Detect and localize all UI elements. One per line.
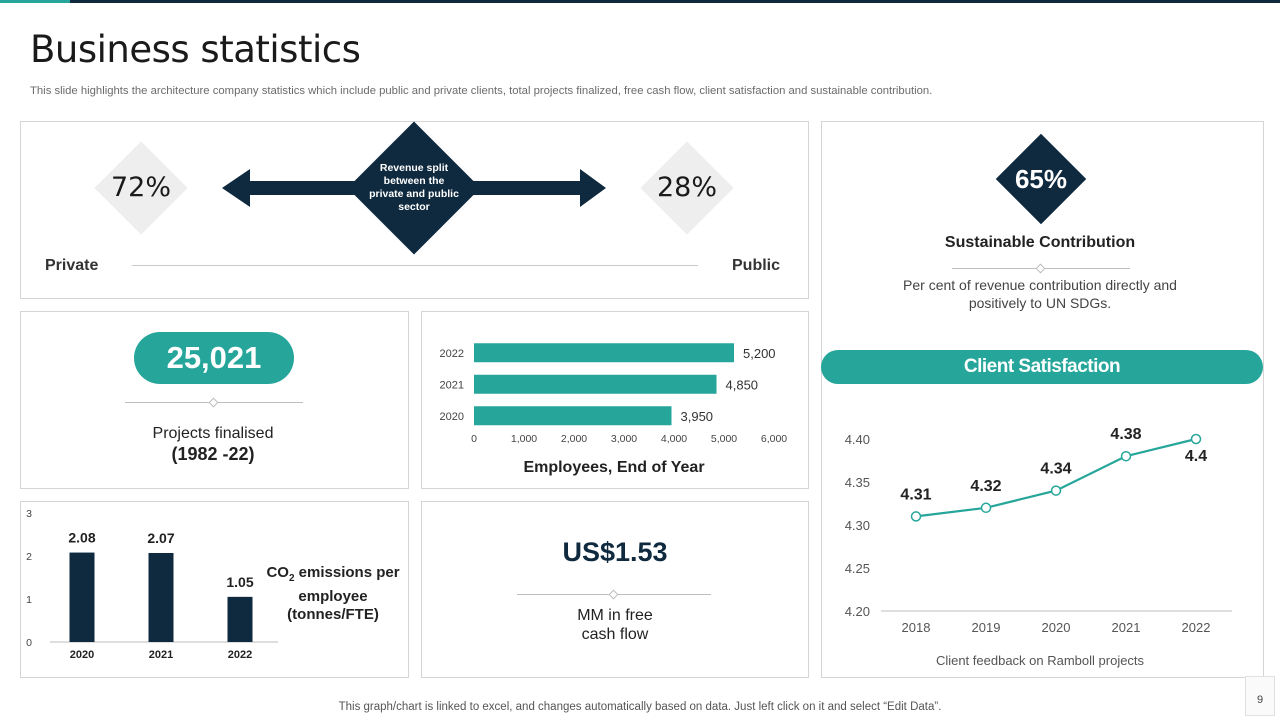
cashflow-panel xyxy=(421,501,809,678)
private-public-line xyxy=(132,265,698,266)
employees-x-tick: 3,000 xyxy=(611,433,637,445)
co2-label: CO2 emissions per employee (tonnes/FTE) xyxy=(262,564,404,624)
client-y-tick: 4.35 xyxy=(845,475,870,490)
client-value-label: 4.4 xyxy=(1185,448,1207,465)
projects-label: Projects finalised xyxy=(152,425,274,442)
co2-label-sub: 2 xyxy=(288,573,295,584)
employees-value-label: 3,950 xyxy=(681,409,714,424)
client-value-label: 4.34 xyxy=(1040,461,1071,478)
client-x-tick: 2020 xyxy=(1042,620,1071,635)
client-satisfaction-header: Client Satisfaction xyxy=(821,350,1263,384)
client-value-label: 4.32 xyxy=(970,478,1001,495)
projects-value-pill: 25,021 xyxy=(134,332,294,384)
client-y-tick: 4.20 xyxy=(845,604,870,619)
employees-x-tick: 5,000 xyxy=(711,433,737,445)
corner-icon xyxy=(1245,676,1275,716)
client-data-point xyxy=(1120,450,1132,462)
employees-value-label: 5,200 xyxy=(743,346,776,361)
co2-label-line-3: (tonnes/FTE) xyxy=(287,606,379,623)
employees-x-tick: 1,000 xyxy=(511,433,537,445)
client-x-tick: 2022 xyxy=(1182,620,1211,635)
employees-x-tick: 4,000 xyxy=(661,433,687,445)
co2-bar xyxy=(148,552,174,642)
client-value-label: 4.38 xyxy=(1110,426,1141,443)
co2-y-tick: 3 xyxy=(26,508,32,520)
employees-category-label: 2020 xyxy=(440,411,464,423)
page-number: 9 xyxy=(1256,694,1264,706)
cashflow-value: US$1.53 xyxy=(562,537,668,567)
client-axis-title: Client feedback on Ramboll projects xyxy=(936,653,1145,668)
client-y-tick: 4.30 xyxy=(845,518,870,533)
client-x-tick: 2018 xyxy=(902,620,931,635)
co2-label-line-2: employee xyxy=(298,588,368,605)
public-percent: 28% xyxy=(656,172,717,203)
client-data-point xyxy=(1050,485,1062,496)
co2-chart: 0 1 2 3 2.08 2020 2.07 2021 1.05 2022 xyxy=(26,508,278,661)
sustainable-description: Per cent of revenue contribution directl… xyxy=(870,276,1210,312)
employees-axis-title: Employees, End of Year xyxy=(523,459,704,476)
caption-line-1: Revenue split xyxy=(379,162,449,174)
co2-bar xyxy=(69,552,95,642)
footer-note: This graph/chart is linked to excel, and… xyxy=(338,701,942,713)
page-subtitle: This slide highlights the architecture c… xyxy=(30,85,933,97)
employees-bar xyxy=(474,406,672,426)
page-title: Business statistics xyxy=(30,28,361,71)
caption-line-4: sector xyxy=(398,201,430,213)
co2-y-tick: 2 xyxy=(26,551,32,563)
co2-label-rest: emissions per xyxy=(294,564,400,581)
client-y-tick: 4.25 xyxy=(845,561,870,576)
co2-label-line-1: CO2 emissions per xyxy=(262,564,404,588)
employees-bar xyxy=(474,343,734,363)
private-label: Private xyxy=(45,257,99,274)
caption-line-2: between the xyxy=(383,175,445,187)
client-value-label: 4.31 xyxy=(900,486,931,503)
employees-category-label: 2021 xyxy=(440,379,464,391)
sustainable-desc-line-2: positively to UN SDGs. xyxy=(968,295,1112,311)
private-percent: 72% xyxy=(110,172,171,203)
co2-category-label: 2021 xyxy=(149,649,173,661)
employees-category-label: 2022 xyxy=(440,348,464,360)
client-x-tick: 2019 xyxy=(972,620,1001,635)
cashflow-label-line-2: cash flow xyxy=(581,626,649,643)
employees-panel xyxy=(421,311,809,489)
employees-bar xyxy=(474,374,717,394)
caption-line-3: private and public xyxy=(369,188,459,200)
employees-value-label: 4,850 xyxy=(726,377,759,392)
co2-category-label: 2022 xyxy=(228,649,252,661)
public-label: Public xyxy=(732,257,781,274)
co2-bar xyxy=(227,596,253,642)
employees-x-tick: 6,000 xyxy=(761,433,787,445)
co2-y-tick: 0 xyxy=(26,637,32,649)
co2-value-label: 2.07 xyxy=(147,530,174,546)
employees-x-tick: 2,000 xyxy=(561,433,587,445)
projects-period: (1982 -22) xyxy=(171,444,255,464)
co2-y-tick: 1 xyxy=(26,594,32,606)
co2-category-label: 2020 xyxy=(70,649,94,661)
top-border-accent xyxy=(0,0,70,3)
co2-label-co: CO xyxy=(266,564,289,581)
employees-x-tick: 0 xyxy=(471,433,477,445)
client-data-point xyxy=(1190,433,1202,445)
co2-value-label: 1.05 xyxy=(226,574,253,590)
sustainable-desc-line-1: Per cent of revenue contribution directl… xyxy=(903,277,1177,293)
sustainable-title: Sustainable Contribution xyxy=(944,234,1136,251)
client-data-point xyxy=(910,511,922,522)
top-border xyxy=(0,0,1280,3)
client-series-line xyxy=(915,437,1197,518)
co2-value-label: 2.08 xyxy=(68,530,95,546)
revenue-split-caption: Revenue split between the private and pu… xyxy=(359,162,469,214)
employees-chart: 2022 5,200 2021 4,850 2020 3,950 0 1,000 2,000 3,… xyxy=(440,343,787,476)
cashflow-label: MM in free cash flow xyxy=(515,606,715,644)
client-y-tick: 4.40 xyxy=(845,432,870,447)
client-satisfaction-chart: 4.20 4.25 4.30 4.35 4.40 4.31 2018 4.32 2019 4.34… xyxy=(845,426,1232,668)
sustainable-percent: 65% xyxy=(1014,164,1068,194)
cashflow-label-line-1: MM in free xyxy=(577,607,653,624)
client-x-tick: 2021 xyxy=(1112,620,1141,635)
client-data-point xyxy=(980,502,992,514)
